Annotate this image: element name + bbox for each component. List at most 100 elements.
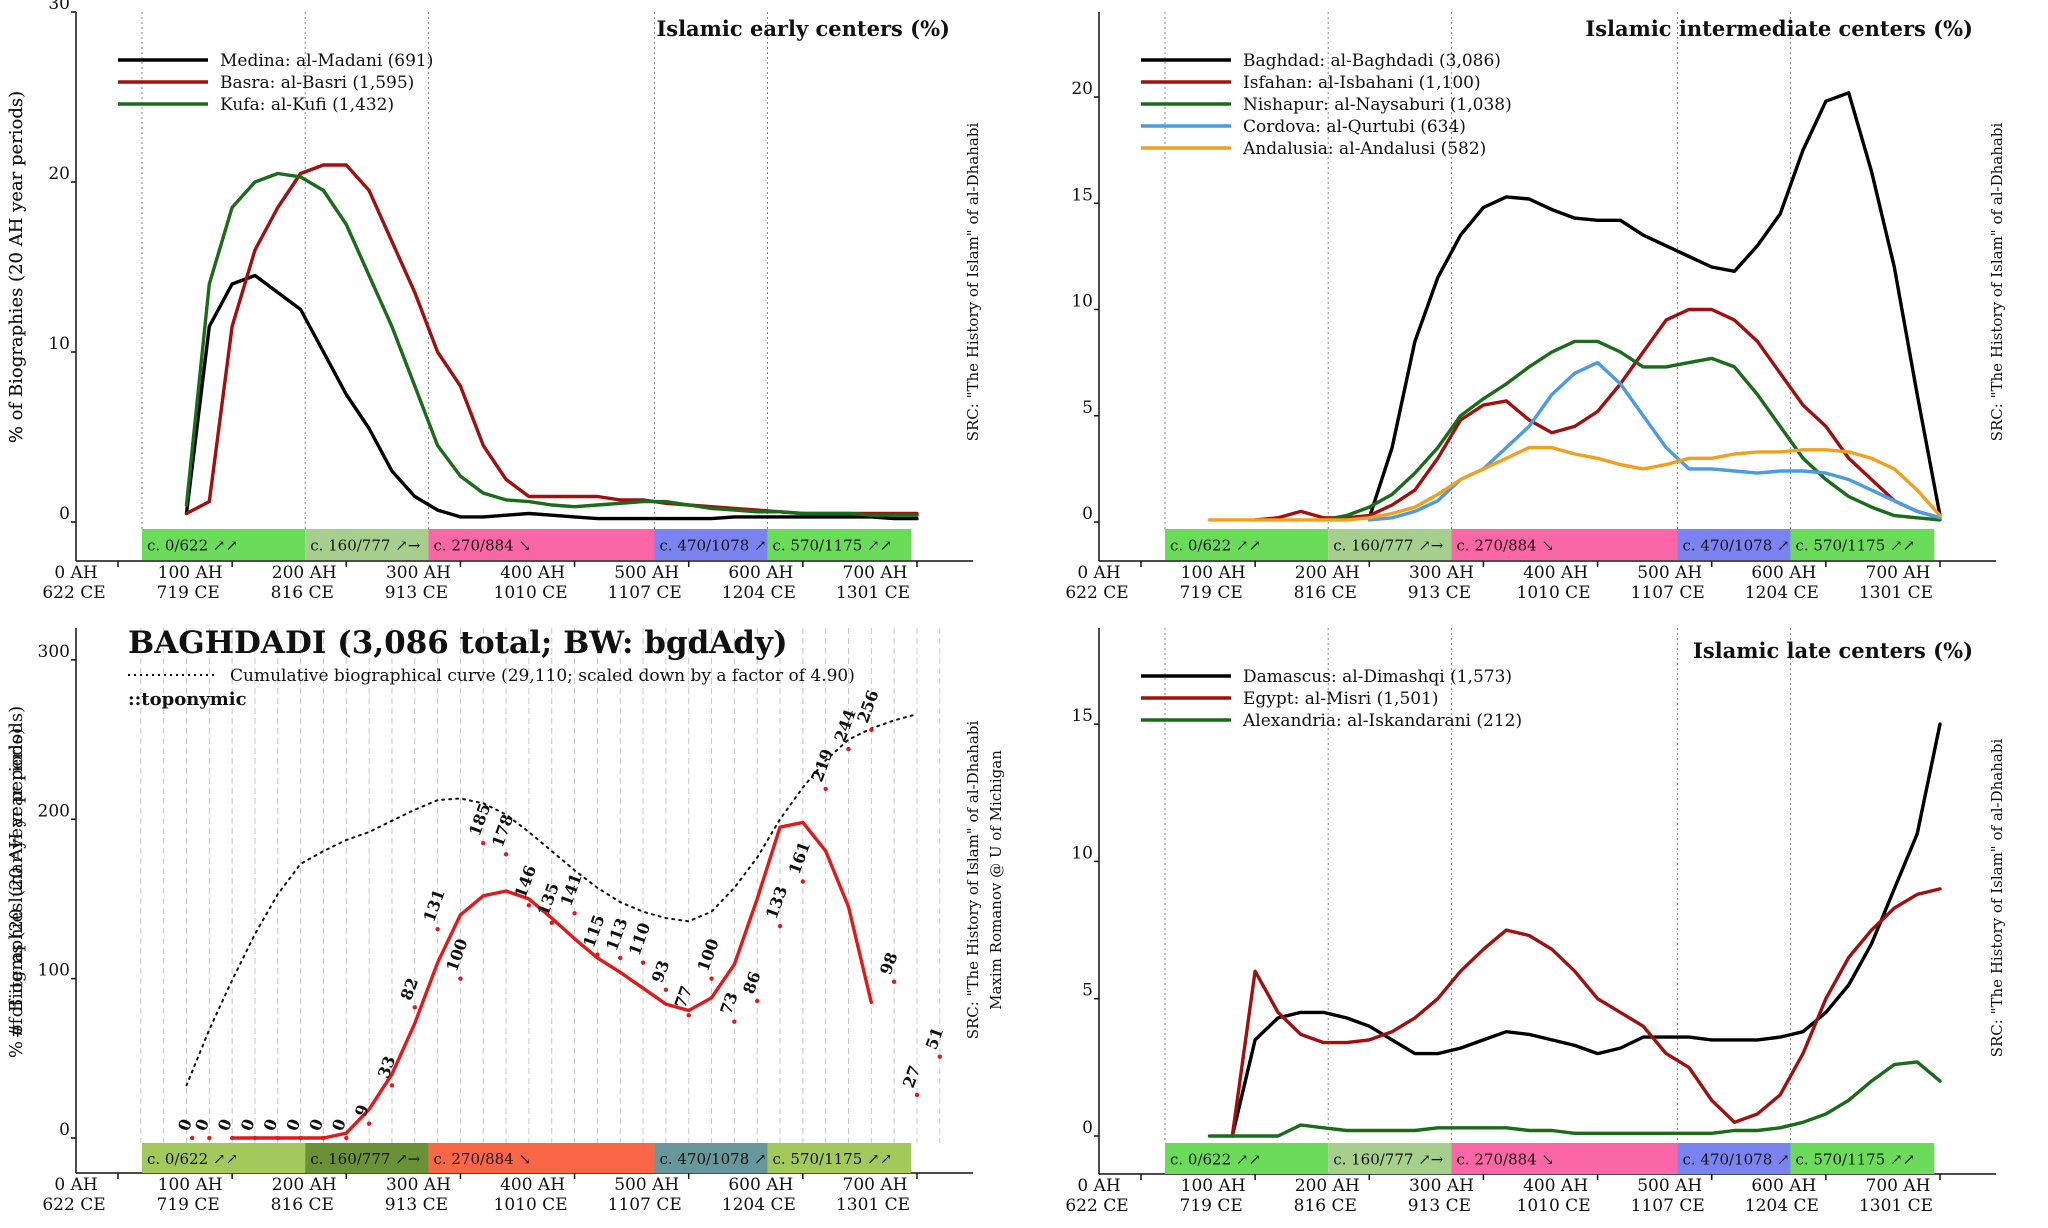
period-band — [767, 529, 912, 560]
period-band-label: c. 160/777 ↗→ — [310, 537, 421, 555]
y-tick-label: 5 — [1082, 981, 1093, 1001]
period-band-label: c. 570/1175 ↗↗ — [1795, 1151, 1915, 1169]
data-point — [937, 1054, 943, 1059]
series-line — [1367, 91, 1942, 520]
y-axis-label: % of Biographies (20 AH year periods) — [6, 91, 27, 443]
x-tick-label-ce: 913 CE — [385, 583, 448, 603]
chart-title: Islamic intermediate centers (%) — [1585, 16, 1973, 41]
x-tick-label-ah: 400 AH — [500, 563, 565, 583]
period-band — [428, 1143, 655, 1173]
x-tick-label-ce: 1107 CE — [608, 1195, 682, 1215]
data-point — [298, 1135, 303, 1141]
period-band-label: c. 570/1175 ↗↗ — [772, 1150, 892, 1168]
legend-entry: Alexandria: al-Iskandarani (212) — [1242, 711, 1522, 731]
x-tick-label-ce: 1301 CE — [1859, 583, 1933, 603]
series-line — [1253, 307, 1942, 522]
y-tick-label: 30 — [48, 0, 70, 14]
period-band-label: c. 270/884 ↘ — [433, 537, 531, 555]
period-band-label: c. 0/622 ↗↗ — [147, 537, 238, 555]
legend-entry: Basra: al-Basri (1,595) — [220, 73, 414, 93]
period-band-label: c. 570/1175 ↗↗ — [772, 537, 892, 555]
data-label: 133 — [762, 884, 791, 922]
y-tick-label: 0 — [1082, 1118, 1093, 1138]
legend-entry: Kufa: al-Kufi (1,432) — [220, 95, 394, 115]
period-band-label: c. 570/1175 ↗↗ — [1795, 537, 1915, 555]
chart-subtitle: ::toponymic — [128, 689, 247, 710]
data-point — [823, 786, 828, 792]
period-band-label: c. 0/622 ↗↗ — [1170, 537, 1261, 555]
data-label: 146 — [511, 863, 540, 901]
x-tick-label-ah: 0 AH — [1077, 1176, 1120, 1196]
x-tick-label-ce: 1204 CE — [1745, 1196, 1819, 1216]
x-tick-label-ce: 816 CE — [271, 583, 334, 603]
x-tick-label-ah: 100 AH — [158, 1175, 223, 1195]
data-point — [321, 1135, 326, 1141]
x-tick-label-ce: 1010 CE — [1517, 583, 1591, 603]
data-label: 86 — [739, 969, 764, 996]
x-tick-label-ce: 1010 CE — [494, 583, 568, 603]
period-band — [1677, 529, 1791, 560]
data-point — [275, 1135, 280, 1141]
period-band-label: c. 470/1078 ↗ — [659, 537, 766, 555]
source-label: SRC: "The History of Islam" of al-Dhahab… — [1988, 123, 2006, 442]
x-tick-label-ce: 1301 CE — [836, 583, 910, 603]
data-point — [526, 903, 532, 908]
y-tick-label: 0 — [59, 1120, 70, 1140]
x-tick-label-ce: 1301 CE — [836, 1195, 910, 1215]
x-tick-label-ce: 1204 CE — [722, 1195, 796, 1215]
series-line — [1367, 360, 1942, 522]
legend-entry: Andalusia: al-Andalusi (582) — [1242, 139, 1486, 159]
x-tick-label-ce: 816 CE — [1294, 583, 1357, 603]
period-band — [1328, 1143, 1452, 1174]
x-tick-label-ce: 1107 CE — [1631, 1196, 1705, 1216]
legend-entry: Nishapur: al-Naysaburi (1,038) — [1243, 95, 1512, 115]
data-point — [389, 1083, 395, 1088]
x-tick-label-ce: 913 CE — [1408, 1196, 1471, 1216]
data-point — [595, 952, 600, 957]
legend-entry: Damascus: al-Dimashqi (1,573) — [1243, 667, 1512, 687]
period-band — [1164, 1143, 1329, 1174]
series-line — [184, 171, 919, 517]
data-point — [618, 955, 623, 961]
period-band — [654, 529, 768, 560]
chart-title: Islamic early centers (%) — [656, 16, 950, 41]
x-tick-label-ah: 100 AH — [1181, 1176, 1246, 1196]
x-tick-label-ah: 500 AH — [1637, 563, 1702, 583]
period-band — [141, 529, 306, 560]
data-point — [344, 1135, 349, 1141]
data-point — [777, 923, 783, 929]
y-tick-label: 20 — [48, 164, 70, 184]
x-tick-label-ah: 300 AH — [386, 563, 451, 583]
period-band-label: c. 470/1078 ↗ — [1682, 537, 1789, 555]
period-band — [1790, 529, 1935, 560]
data-label: 93 — [648, 958, 673, 985]
x-tick-label-ce: 1107 CE — [608, 583, 682, 603]
series-line — [185, 713, 918, 1087]
period-band — [1790, 1143, 1935, 1174]
period-band-label: c. 270/884 ↘ — [1456, 1151, 1554, 1169]
x-tick-label-ah: 700 AH — [843, 563, 908, 583]
x-tick-label-ah: 200 AH — [272, 563, 337, 583]
period-band-label: c. 160/777 ↗→ — [310, 1150, 421, 1168]
data-label: 219 — [808, 746, 837, 784]
x-tick-label-ah: 500 AH — [1637, 1176, 1702, 1196]
data-label: 73 — [716, 990, 741, 1017]
period-band-label: c. 270/884 ↘ — [1456, 537, 1554, 555]
x-tick-label-ce: 719 CE — [157, 583, 220, 603]
period-band-label: c. 470/1078 ↗ — [659, 1150, 766, 1168]
y-tick-label: 5 — [1082, 398, 1093, 418]
series-line — [1230, 887, 1942, 1138]
x-tick-label-ce: 1107 CE — [1631, 583, 1705, 603]
legend-entry: Baghdad: al-Baghdadi (3,086) — [1243, 51, 1501, 71]
x-tick-label-ce: 719 CE — [1180, 1196, 1243, 1216]
data-point — [481, 840, 486, 846]
data-point — [914, 1092, 920, 1098]
source-label: SRC: "The History of Islam" of al-Dhahab… — [1988, 739, 2006, 1058]
period-band — [305, 529, 429, 560]
legend-entry: Medina: al-Madani (691) — [220, 51, 433, 71]
x-tick-label-ah: 700 AH — [1866, 563, 1931, 583]
period-band — [767, 1143, 912, 1173]
y-tick-label: 10 — [1071, 843, 1093, 863]
y-tick-label: 0 — [1082, 504, 1093, 524]
